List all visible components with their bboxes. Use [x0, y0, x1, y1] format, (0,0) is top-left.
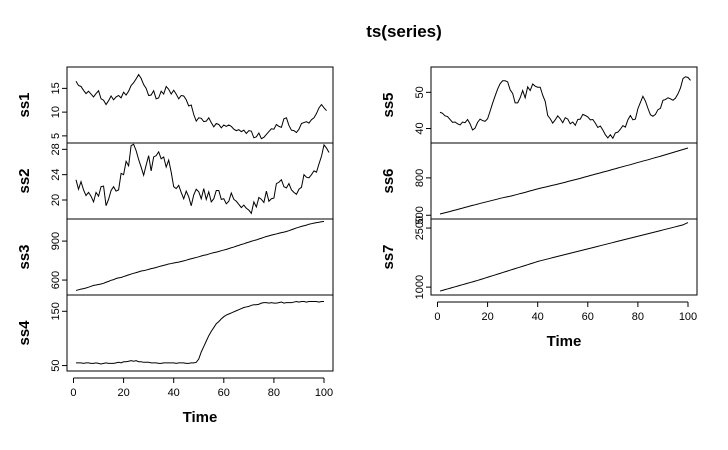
x-tick-label: 100: [679, 311, 697, 323]
x-tick-label: 100: [315, 387, 333, 399]
panel-label-ss1: ss1: [16, 92, 33, 117]
y-tick-label-ss7: 1000: [414, 275, 426, 299]
y-tick-label-ss1: 10: [50, 106, 62, 118]
y-tick-label-ss2: 20: [50, 194, 62, 206]
panel-frame-ss7: [430, 218, 698, 296]
panel-ss7: 1000 2500 ss7 0 20 40 60 80 100 Time: [380, 216, 698, 350]
y-tick-label-ss2: 24: [50, 169, 62, 181]
panel-ss6: 500 800 ss6: [380, 142, 698, 224]
x-tick-label: 60: [582, 311, 594, 323]
series-line-ss5: [439, 76, 691, 140]
panel-ss2: 20 24 28 ss2: [16, 142, 334, 220]
x-axis-title: Time: [183, 409, 218, 426]
y-tick-label-ss4: 150: [50, 302, 62, 320]
panel-label-ss3: ss3: [16, 244, 33, 269]
panel-ss3: 600 900 ss3: [16, 218, 334, 296]
panel-label-ss4: ss4: [16, 320, 33, 346]
y-tick-label-ss3: 600: [50, 271, 62, 289]
x-tick-label: 40: [168, 387, 180, 399]
x-axis-title: Time: [547, 333, 582, 350]
panel-ss5: 40 50 ss5: [380, 66, 698, 144]
panel-ss1: 5 10 15 ss1: [16, 66, 334, 144]
chart-title: ts(series): [366, 22, 442, 41]
x-tick-label: 80: [268, 387, 280, 399]
series-line-ss7: [439, 222, 689, 292]
y-tick-label-ss6: 500: [414, 206, 426, 224]
panel-label-ss7: ss7: [380, 244, 397, 269]
y-tick-label-ss5: 50: [414, 86, 426, 98]
series-line-ss3: [75, 220, 325, 291]
panel-label-ss6: ss6: [380, 168, 397, 193]
x-tick-label: 20: [481, 311, 493, 323]
y-tick-label-ss2: 28: [50, 143, 62, 155]
y-tick-label-ss7: 2500: [414, 216, 426, 240]
panel-frame-ss2: [66, 142, 334, 220]
y-tick-label-ss6: 800: [414, 169, 426, 187]
x-tick-label: 40: [532, 311, 544, 323]
y-tick-label-ss1: 5: [50, 133, 62, 139]
panel-frame-ss4: [66, 294, 334, 372]
panel-frame-ss3: [66, 218, 334, 296]
panel-label-ss2: ss2: [16, 168, 33, 193]
x-tick-label: 0: [434, 311, 440, 323]
panel-label-ss5: ss5: [380, 92, 397, 117]
x-tick-label: 20: [117, 387, 129, 399]
y-tick-label-ss1: 15: [50, 82, 62, 94]
x-tick-label: 60: [218, 387, 230, 399]
panel-ss4: 50 150 ss4 0 20 40 60 80 100 Time: [16, 294, 334, 426]
x-tick-label: 0: [70, 387, 76, 399]
series-line-ss1: [75, 73, 327, 140]
panel-frame-ss6: [430, 142, 698, 220]
y-tick-label-ss3: 900: [50, 232, 62, 250]
series-line-ss2: [75, 143, 330, 215]
panel-frame-ss5: [430, 66, 698, 144]
y-tick-label-ss5: 40: [414, 122, 426, 134]
series-line-ss6: [439, 147, 689, 215]
series-line-ss4: [76, 300, 324, 365]
x-tick-label: 80: [632, 311, 644, 323]
panel-frame-ss1: [66, 66, 334, 144]
y-tick-label-ss4: 50: [50, 359, 62, 371]
